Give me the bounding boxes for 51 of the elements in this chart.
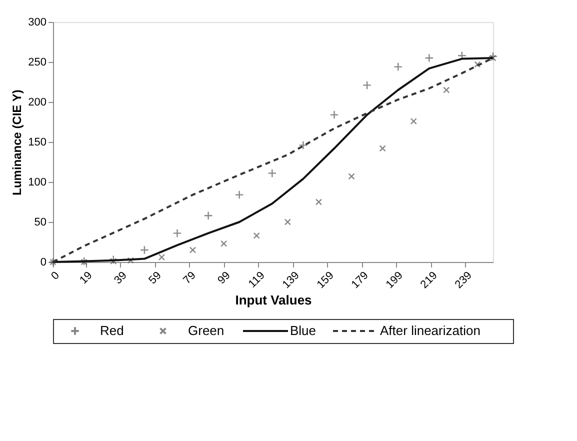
point: [268, 168, 277, 178]
point: [172, 228, 182, 238]
legend-label: Red: [100, 323, 124, 338]
point: [488, 52, 498, 61]
x-tick-label: 19: [78, 270, 95, 287]
point: [234, 190, 244, 200]
point: [315, 198, 322, 206]
x-tick-label: 199: [384, 270, 406, 291]
point: [253, 232, 260, 239]
point: [394, 62, 403, 72]
x-tick-label: 39: [112, 270, 130, 287]
point: [443, 86, 450, 94]
y-tick-label: 50: [34, 216, 46, 228]
x-axis-title: Input Values: [235, 292, 312, 308]
y-tick-label: 0: [40, 256, 46, 268]
x-tick-label: 159: [314, 270, 336, 291]
point: [348, 173, 355, 180]
x-tick-label: 239: [452, 270, 474, 291]
point: [220, 240, 228, 247]
y-tick-label: 300: [28, 16, 46, 28]
x-tick-label: 0: [49, 270, 62, 282]
y-tick-label: 250: [28, 56, 46, 68]
legend-label: Blue: [290, 323, 316, 338]
legend-label: Green: [188, 323, 224, 338]
point: [424, 54, 434, 62]
y-axis-title: Luminance (CIE Y): [10, 90, 24, 196]
point: [474, 61, 481, 68]
point: [204, 211, 213, 220]
point: [189, 246, 196, 254]
point: [140, 246, 149, 254]
y-tick-label: 150: [28, 136, 46, 148]
point: [298, 140, 308, 150]
x-tick-label: 179: [349, 270, 371, 291]
point: [490, 54, 496, 62]
point: [330, 110, 339, 120]
point: [158, 254, 166, 261]
x-tick-label: 119: [246, 270, 268, 290]
legend-label: After linearization: [380, 323, 480, 338]
point: [127, 257, 134, 264]
y-tick-label: 100: [28, 176, 46, 188]
x-tick-label: 139: [280, 270, 302, 291]
x-tick-label: 79: [181, 270, 198, 287]
point: [379, 145, 386, 152]
x-tick-label: 59: [146, 270, 164, 287]
point: [410, 118, 417, 125]
x-tick-label: 99: [216, 270, 233, 287]
point: [284, 218, 291, 226]
y-tick-label: 200: [28, 96, 46, 108]
x-tick-label: 219: [418, 270, 440, 291]
point: [110, 258, 117, 265]
point: [362, 80, 372, 90]
